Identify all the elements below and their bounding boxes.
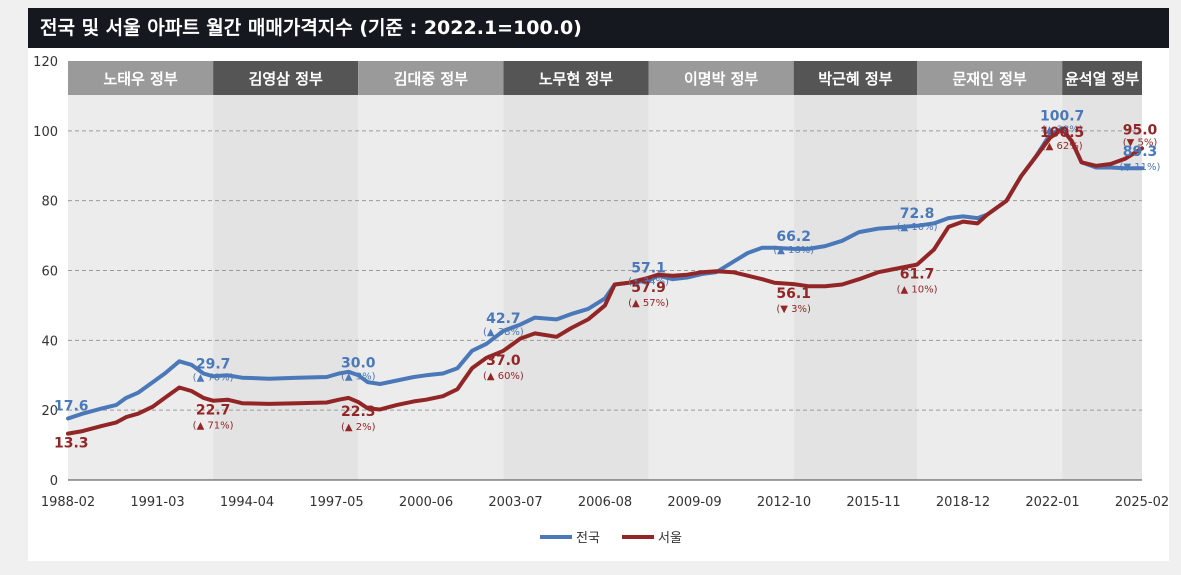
government-band (793, 61, 918, 95)
data-label-value: 42.7 (486, 311, 521, 327)
data-label-value: 100.7 (1040, 108, 1084, 124)
government-label: 김영삼 정부 (249, 70, 323, 88)
x-tick-label: 2018-12 (936, 495, 990, 510)
data-label-value: 17.6 (54, 399, 89, 415)
data-label-value: 66.2 (776, 229, 811, 245)
x-tick-label: 2009-09 (667, 495, 721, 510)
x-tick-label: 2012-10 (757, 495, 811, 510)
data-label-value: 29.7 (196, 356, 231, 372)
government-label: 노태우 정부 (103, 70, 177, 88)
x-tick-label: 2006-08 (578, 495, 632, 510)
data-label-change: (▲ 38%) (483, 327, 524, 338)
series-line-national (66, 126, 1144, 421)
data-label-value: 22.7 (196, 403, 231, 419)
data-label-change: (▲ 71%) (193, 421, 234, 432)
data-label-change: (▲ 57%) (628, 298, 669, 309)
data-label-value: 30.0 (341, 355, 376, 371)
chart-title: 전국 및 서울 아파트 월간 매매가격지수 (기준 : 2022.1=100.0… (28, 8, 1169, 48)
government-label: 문재인 정부 (952, 70, 1026, 88)
x-tick-label: 2000-06 (399, 495, 453, 510)
government-band (917, 61, 1063, 95)
government-label: 박근혜 정부 (818, 70, 892, 88)
government-label: 윤석열 정부 (1065, 70, 1139, 88)
government-band (503, 61, 649, 95)
y-tick-label: 100 (33, 125, 58, 140)
x-tick-label: 2015-11 (846, 495, 900, 510)
government-label: 이명박 정부 (684, 70, 758, 88)
data-label-value: 100.5 (1040, 125, 1084, 141)
data-label-value: 72.8 (900, 206, 935, 222)
data-label-change: (▲ 62%) (1042, 141, 1083, 152)
data-label-change: (▲ 3%) (341, 371, 376, 382)
data-label-change: (▲ 60%) (483, 371, 524, 382)
x-tick-label: 1991-03 (130, 495, 184, 510)
x-tick-label: 1988-02 (41, 495, 95, 510)
y-tick-label: 60 (41, 265, 58, 280)
government-band (68, 61, 214, 95)
y-tick-label: 80 (41, 195, 58, 210)
data-label-value: 95.0 (1123, 122, 1158, 138)
data-label-value: 57.9 (631, 280, 666, 296)
data-label-value: 89.3 (1123, 144, 1158, 160)
data-label-change: (▼ 11%) (1120, 162, 1161, 173)
x-tick-label: 2022-01 (1025, 495, 1079, 510)
data-label-change: (▼ 5%) (1123, 137, 1158, 148)
government-band (648, 61, 794, 95)
data-label-change: (▲ 70%) (193, 372, 234, 383)
data-label-change: (▲ 16%) (773, 245, 814, 256)
government-band (1062, 61, 1142, 95)
data-label-change: (▲ 38%) (1042, 124, 1083, 135)
data-label-value: 37.0 (486, 353, 521, 369)
government-band (213, 61, 359, 95)
data-label-change: (▼ 3%) (776, 304, 811, 315)
x-tick-label: 1997-05 (309, 495, 363, 510)
data-label-value: 13.3 (54, 436, 89, 452)
legend-label: 전국 (576, 531, 600, 546)
government-label: 김대중 정부 (394, 70, 468, 88)
series-line-seoul (66, 127, 1144, 436)
data-label-change: (▲ 10%) (897, 285, 938, 296)
government-label: 노무현 정부 (539, 70, 613, 88)
data-label-change: (▲ 2%) (341, 422, 376, 433)
data-label-value: 57.1 (631, 261, 666, 277)
data-label-value: 56.1 (776, 286, 811, 302)
x-tick-label: 2003-07 (488, 495, 542, 510)
data-label-change: (▲ 34%) (628, 277, 669, 288)
y-tick-label: 20 (41, 404, 58, 419)
y-tick-label: 0 (50, 474, 58, 489)
x-tick-label: 1994-04 (220, 495, 274, 510)
data-label-value: 22.3 (341, 404, 376, 420)
legend-label: 서울 (658, 531, 682, 546)
data-label-value: 61.7 (900, 267, 935, 283)
y-tick-label: 40 (41, 334, 58, 349)
x-tick-label: 2025-02 (1115, 495, 1169, 510)
y-tick-label: 120 (33, 55, 58, 70)
government-band (358, 61, 504, 95)
data-label-change: (▲ 10%) (897, 222, 938, 233)
